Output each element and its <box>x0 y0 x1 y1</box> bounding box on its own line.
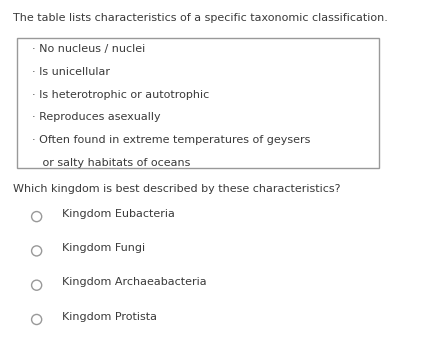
Text: · Is unicellular: · Is unicellular <box>32 67 110 77</box>
Ellipse shape <box>31 314 42 325</box>
Ellipse shape <box>31 212 42 222</box>
Text: or salty habitats of oceans: or salty habitats of oceans <box>32 158 190 168</box>
Text: The table lists characteristics of a specific taxonomic classification.: The table lists characteristics of a spe… <box>13 13 387 23</box>
Text: Kingdom Fungi: Kingdom Fungi <box>62 243 145 253</box>
Ellipse shape <box>31 280 42 290</box>
Text: · No nucleus / nuclei: · No nucleus / nuclei <box>32 44 145 54</box>
FancyBboxPatch shape <box>17 38 378 168</box>
Text: Kingdom Protista: Kingdom Protista <box>62 312 157 322</box>
Text: Kingdom Archaeabacteria: Kingdom Archaeabacteria <box>62 277 207 287</box>
Text: · Is heterotrophic or autotrophic: · Is heterotrophic or autotrophic <box>32 90 209 100</box>
Text: Kingdom Eubacteria: Kingdom Eubacteria <box>62 209 175 219</box>
Text: Which kingdom is best described by these characteristics?: Which kingdom is best described by these… <box>13 184 340 194</box>
Text: · Often found in extreme temperatures of geysers: · Often found in extreme temperatures of… <box>32 135 310 145</box>
Text: · Reproduces asexually: · Reproduces asexually <box>32 112 160 122</box>
Ellipse shape <box>31 246 42 256</box>
